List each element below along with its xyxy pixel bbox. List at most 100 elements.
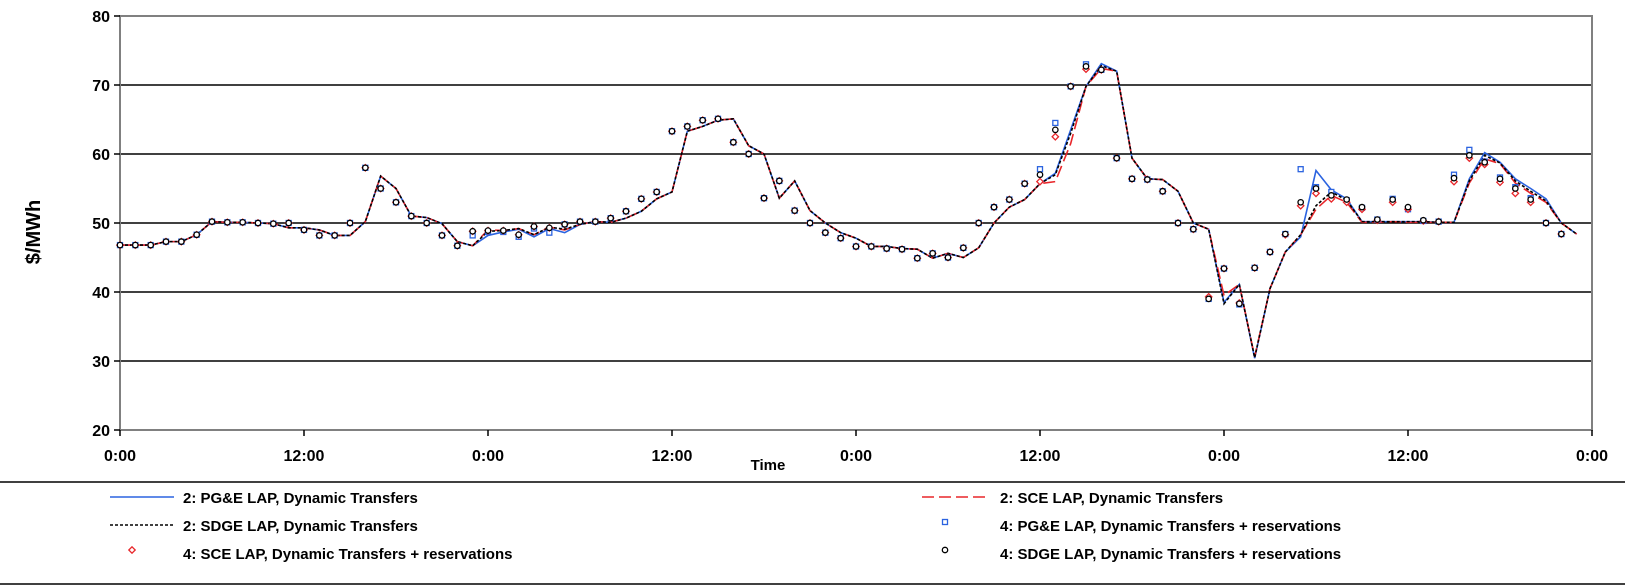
data-point	[714, 115, 722, 123]
y-tick-label: 60	[92, 147, 110, 164]
data-point	[760, 194, 768, 202]
data-point	[975, 219, 983, 227]
data-point	[837, 234, 845, 242]
data-point	[1113, 154, 1121, 162]
data-point	[821, 229, 829, 237]
data-point	[1312, 185, 1320, 192]
data-point	[898, 245, 906, 253]
y-axis-title: $/MWh	[23, 200, 45, 264]
legend-label: 2: SDGE LAP, Dynamic Transfers	[183, 518, 418, 535]
series-line	[120, 62, 1578, 359]
data-point	[1297, 198, 1305, 206]
data-point	[775, 177, 783, 185]
data-point	[177, 238, 185, 245]
data-point	[423, 219, 431, 227]
data-point	[1466, 146, 1473, 154]
gridlines	[120, 84, 1592, 362]
data-point	[1021, 180, 1029, 188]
data-point	[1557, 230, 1565, 238]
data-point	[1128, 175, 1136, 183]
y-tick-label: 40	[92, 285, 110, 302]
data-point	[315, 232, 323, 239]
data-point	[637, 195, 645, 203]
data-point	[116, 241, 124, 249]
series-line	[120, 64, 1578, 358]
data-point	[1052, 119, 1059, 127]
data-point	[1051, 126, 1059, 134]
data-point	[1404, 203, 1412, 211]
series-line	[120, 67, 1578, 358]
legend-swatch	[127, 545, 137, 555]
data-point	[1511, 185, 1519, 192]
legend-item: 2: PG&E LAP, Dynamic Transfers	[110, 490, 418, 507]
data-point	[162, 238, 170, 245]
series-group	[115, 61, 1578, 359]
data-point	[1005, 196, 1013, 203]
data-point	[791, 207, 799, 214]
data-point	[285, 219, 293, 227]
legend-label: 4: SDGE LAP, Dynamic Transfers + reserva…	[1000, 546, 1341, 563]
series-4	[116, 61, 1565, 308]
legend: 2: PG&E LAP, Dynamic Transfers 2: SCE LAP…	[110, 490, 1341, 563]
legend-item: 2: SDGE LAP, Dynamic Transfers	[110, 518, 418, 535]
data-point	[699, 116, 707, 124]
data-point	[1542, 219, 1550, 227]
data-point	[653, 188, 661, 196]
data-point	[913, 254, 921, 262]
data-point	[530, 223, 538, 230]
data-point	[407, 212, 415, 220]
data-point	[1174, 219, 1182, 227]
data-point	[1143, 176, 1151, 183]
data-point	[1235, 300, 1243, 308]
legend-swatch	[941, 518, 949, 526]
data-point	[300, 226, 308, 234]
data-point	[1097, 66, 1105, 74]
data-point	[607, 214, 615, 222]
series-5	[115, 65, 1566, 308]
series-2	[120, 67, 1578, 358]
y-tick-label: 70	[92, 78, 110, 95]
data-point	[193, 231, 201, 239]
data-point	[377, 185, 385, 192]
data-point	[1419, 216, 1427, 224]
data-point	[1220, 265, 1228, 272]
data-point	[591, 218, 599, 225]
data-point	[1189, 225, 1197, 233]
data-point	[499, 227, 507, 234]
data-point	[1373, 216, 1381, 223]
data-point	[1311, 189, 1321, 198]
legend-label: 4: PG&E LAP, Dynamic Transfers + reserva…	[1000, 518, 1341, 535]
y-tick-label: 80	[92, 9, 110, 26]
data-point	[223, 218, 231, 226]
data-point	[867, 243, 875, 250]
x-tick-label: 12:00	[284, 448, 325, 465]
y-tick-label: 20	[92, 423, 110, 440]
data-point	[990, 203, 998, 211]
data-point	[1481, 158, 1489, 166]
data-point	[1082, 63, 1090, 70]
series-3	[120, 64, 1578, 358]
x-tick-label: 0:00	[1576, 448, 1608, 465]
data-point	[438, 232, 446, 239]
legend-item: 2: SCE LAP, Dynamic Transfers	[922, 490, 1223, 507]
data-point	[346, 219, 354, 227]
data-point	[683, 123, 691, 130]
series-1	[120, 62, 1578, 359]
data-point	[576, 218, 584, 225]
data-point	[883, 245, 891, 252]
data-point	[852, 243, 860, 250]
x-tick-label: 0:00	[1208, 448, 1240, 465]
data-point	[1297, 166, 1304, 173]
data-point	[944, 254, 952, 261]
y-axis-ticks: 20 30 40 50 60 70 80	[92, 9, 120, 440]
x-axis-ticks: 0:00 12:00 0:00 12:00 0:00 12:00 0:00 12:00 0:00	[104, 430, 1608, 465]
x-tick-label: 0:00	[840, 448, 872, 465]
data-point	[1450, 174, 1458, 182]
series-6	[116, 63, 1565, 308]
data-point	[254, 219, 262, 227]
data-point	[484, 227, 492, 234]
x-tick-label: 0:00	[104, 448, 136, 465]
data-point	[729, 138, 737, 146]
data-point	[331, 232, 339, 239]
